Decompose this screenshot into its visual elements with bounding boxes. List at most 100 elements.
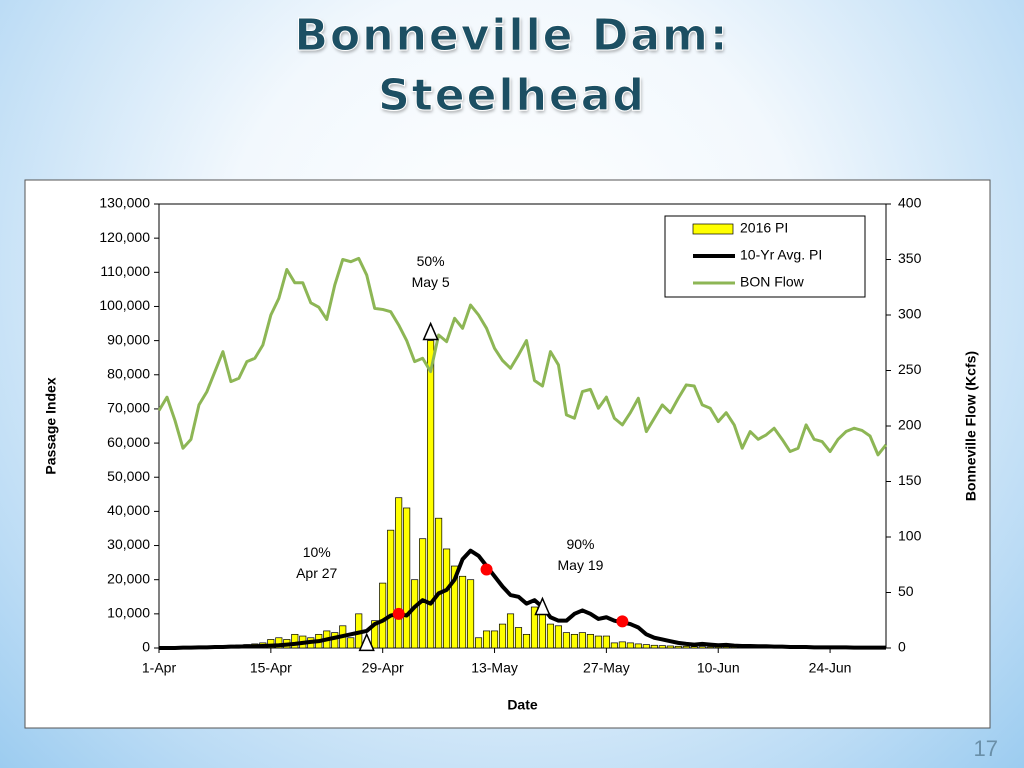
x-tick-label: 10-Jun bbox=[697, 660, 740, 676]
legend-label: BON Flow bbox=[740, 274, 805, 290]
bar bbox=[371, 620, 379, 649]
bar bbox=[498, 623, 507, 649]
annotation-text: 10% bbox=[303, 544, 331, 560]
annotation-text: 50% bbox=[417, 253, 445, 269]
bar bbox=[618, 641, 626, 649]
y-tick-label: 120,000 bbox=[99, 229, 150, 245]
y2-tick-label: 0 bbox=[898, 639, 906, 655]
y-axis-title: Passage Index bbox=[43, 377, 59, 474]
y-tick-label: 110,000 bbox=[100, 263, 150, 279]
bar bbox=[546, 623, 555, 649]
marker bbox=[480, 563, 493, 576]
bar bbox=[506, 613, 515, 649]
legend-swatch bbox=[692, 223, 734, 235]
y2-tick-label: 350 bbox=[898, 250, 922, 266]
bar bbox=[451, 565, 459, 649]
bar bbox=[682, 645, 690, 649]
page-number: 17 bbox=[973, 736, 998, 761]
bar bbox=[554, 625, 562, 649]
bar bbox=[347, 637, 355, 649]
y-tick-label: 70,000 bbox=[107, 400, 150, 416]
y-tick-label: 60,000 bbox=[107, 434, 150, 450]
bar bbox=[666, 645, 674, 649]
bar bbox=[530, 606, 539, 649]
line bbox=[157, 256, 888, 457]
y-tick-label: 130,000 bbox=[99, 195, 150, 211]
bar bbox=[586, 633, 594, 649]
x-tick-label: 24-Jun bbox=[809, 660, 852, 676]
bar bbox=[706, 646, 714, 649]
bar bbox=[443, 548, 451, 649]
slide-title: Bonneville Dam: bbox=[294, 10, 730, 62]
annotation-text: May 19 bbox=[558, 557, 604, 573]
x-tick-label: 29-Apr bbox=[362, 660, 404, 676]
y-tick-label: 100,000 bbox=[99, 297, 150, 313]
bar bbox=[674, 645, 682, 649]
bar bbox=[650, 644, 658, 649]
annotation-text: 90% bbox=[566, 536, 594, 552]
annotation-triangle bbox=[358, 632, 375, 652]
y2-tick-label: 400 bbox=[898, 195, 922, 211]
bar bbox=[291, 633, 299, 649]
bar bbox=[562, 632, 570, 649]
slide-title: Steelhead bbox=[378, 70, 646, 122]
x-tick-label: 27-May bbox=[583, 660, 630, 676]
legend-label: 10-Yr Avg. PI bbox=[740, 247, 822, 263]
bar bbox=[722, 646, 730, 649]
y2-tick-label: 250 bbox=[898, 361, 922, 377]
bar bbox=[435, 517, 443, 649]
bar bbox=[467, 579, 475, 649]
bar bbox=[459, 575, 467, 649]
annotation-triangle bbox=[422, 321, 439, 341]
bar bbox=[658, 645, 666, 649]
line bbox=[159, 548, 886, 650]
y-tick-label: 10,000 bbox=[107, 605, 150, 621]
bar bbox=[514, 627, 523, 649]
y-tick-label: 90,000 bbox=[107, 331, 150, 347]
y-tick-label: 0 bbox=[142, 639, 150, 655]
bar bbox=[387, 529, 395, 649]
annotation-text: May 5 bbox=[412, 274, 450, 290]
bar bbox=[403, 507, 411, 649]
y-tick-label: 30,000 bbox=[107, 536, 150, 552]
y-tick-label: 50,000 bbox=[107, 468, 150, 484]
legend-label: 2016 PI bbox=[740, 220, 788, 236]
bar bbox=[275, 637, 283, 649]
bar bbox=[642, 644, 650, 649]
bar bbox=[395, 497, 403, 649]
bar bbox=[634, 643, 642, 649]
bar bbox=[690, 646, 698, 649]
y2-tick-label: 150 bbox=[898, 472, 922, 488]
x-tick-label: 15-Apr bbox=[250, 660, 292, 676]
annotation-triangle bbox=[534, 596, 551, 616]
bar bbox=[522, 633, 531, 649]
y-tick-label: 40,000 bbox=[107, 502, 150, 518]
x-axis-title: Date bbox=[507, 697, 538, 713]
bar bbox=[331, 632, 339, 649]
x-tick-label: 13-May bbox=[471, 660, 518, 676]
y2-axis-title: Bonneville Flow (Kcfs) bbox=[963, 351, 979, 501]
marker bbox=[616, 615, 629, 628]
marker bbox=[392, 607, 405, 620]
bar bbox=[578, 632, 586, 649]
y2-tick-label: 200 bbox=[898, 417, 922, 433]
bar bbox=[626, 642, 634, 649]
bar bbox=[490, 630, 499, 649]
y-tick-label: 80,000 bbox=[107, 365, 150, 381]
bar bbox=[602, 635, 610, 649]
bar bbox=[594, 635, 602, 649]
bar bbox=[475, 637, 483, 649]
y2-tick-label: 300 bbox=[898, 306, 922, 322]
bar bbox=[698, 646, 706, 649]
annotation-text: Apr 27 bbox=[296, 565, 337, 581]
bar bbox=[419, 538, 427, 649]
bar bbox=[411, 579, 419, 649]
y2-tick-label: 50 bbox=[898, 583, 914, 599]
bar bbox=[379, 582, 387, 649]
bar bbox=[427, 340, 435, 649]
y2-tick-label: 100 bbox=[898, 528, 922, 544]
bar bbox=[483, 630, 491, 649]
bar bbox=[610, 642, 618, 649]
